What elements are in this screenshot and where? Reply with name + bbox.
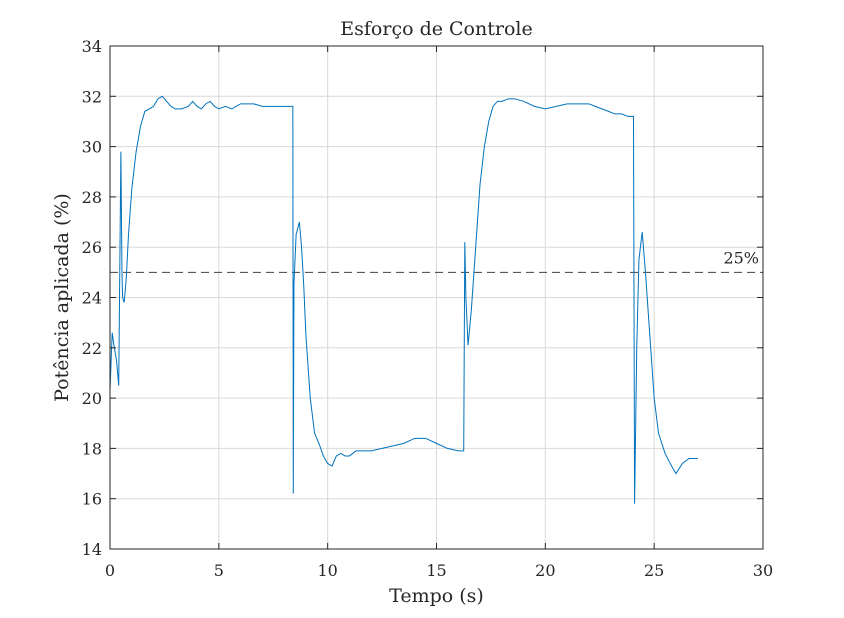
x-tick-label: 5 — [214, 561, 224, 580]
y-tick-label: 28 — [82, 188, 102, 207]
y-tick-labels: 14 16 18 20 22 24 26 28 30 32 34 — [82, 37, 102, 559]
x-tick-label: 15 — [426, 561, 446, 580]
y-tick-label: 22 — [82, 339, 102, 358]
y-axis-label: Potência aplicada (%) — [51, 193, 73, 402]
x-tick-label: 0 — [105, 561, 115, 580]
y-tick-label: 32 — [82, 87, 102, 106]
axis-ticks — [109, 45, 764, 550]
x-tick-label: 25 — [644, 561, 664, 580]
y-tick-label: 18 — [82, 439, 102, 458]
x-axis-label: Tempo (s) — [389, 585, 484, 607]
y-tick-label: 34 — [82, 37, 102, 56]
reference-line-label: 25% — [723, 248, 759, 267]
y-tick-label: 16 — [82, 490, 102, 509]
chart-title: Esforço de Controle — [340, 18, 532, 40]
y-tick-label: 14 — [82, 540, 102, 559]
series-line — [109, 95, 698, 504]
x-tick-label: 30 — [753, 561, 773, 580]
y-tick-label: 26 — [82, 238, 102, 257]
x-tick-labels: 0 5 10 15 20 25 30 — [105, 561, 773, 580]
y-tick-label: 30 — [82, 138, 102, 157]
y-tick-label: 20 — [82, 389, 102, 408]
y-tick-label: 24 — [82, 289, 102, 308]
x-tick-label: 20 — [535, 561, 555, 580]
x-tick-label: 10 — [317, 561, 337, 580]
